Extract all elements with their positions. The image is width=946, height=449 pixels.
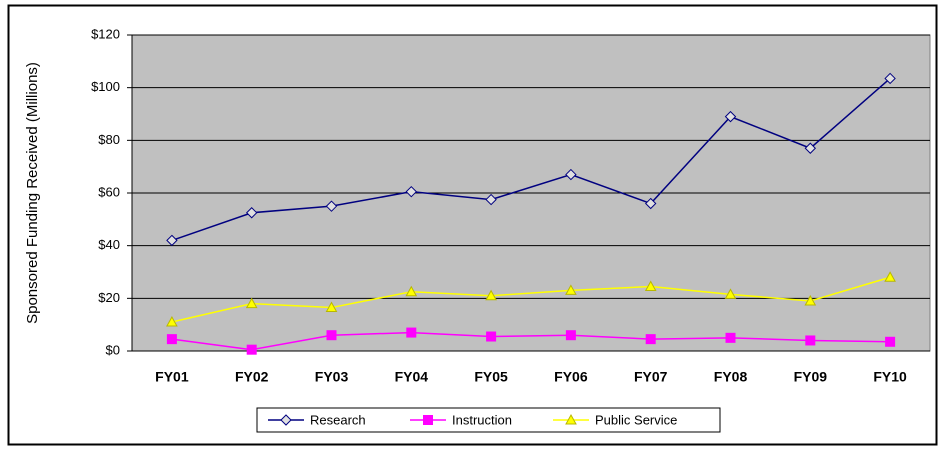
series-line — [171, 276, 891, 323]
y-tick-label: $20 — [98, 290, 120, 305]
marker — [644, 197, 657, 210]
legend-label: Research — [310, 412, 366, 427]
x-tick-label: FY08 — [714, 369, 748, 385]
x-tick-label: FY10 — [873, 369, 907, 385]
legend-label: Instruction — [452, 412, 512, 427]
marker — [166, 334, 177, 345]
marker — [325, 200, 338, 212]
marker — [884, 271, 896, 282]
x-tick-label: FY02 — [235, 369, 269, 385]
marker — [246, 344, 257, 355]
y-tick-label: $80 — [98, 132, 120, 147]
y-tick-label: $0 — [106, 342, 120, 357]
series-line — [171, 77, 891, 242]
marker — [423, 415, 433, 425]
marker — [725, 332, 736, 343]
marker — [405, 185, 418, 198]
marker — [486, 331, 497, 342]
y-tick-label: $120 — [91, 26, 120, 41]
x-tick-label: FY03 — [315, 369, 349, 385]
x-tick-label: FY07 — [634, 369, 668, 385]
y-axis-title: Sponsored Funding Received (Millions) — [24, 62, 41, 324]
marker — [166, 316, 178, 327]
marker — [245, 297, 258, 309]
marker — [884, 72, 896, 85]
marker — [565, 284, 577, 295]
marker — [724, 288, 737, 299]
marker — [485, 193, 497, 206]
marker — [245, 207, 258, 219]
marker — [326, 330, 337, 341]
marker — [724, 110, 737, 123]
x-tick-label: FY09 — [794, 369, 828, 385]
marker — [804, 294, 817, 306]
y-tick-label: $40 — [98, 237, 120, 252]
marker — [565, 413, 577, 425]
series-line — [171, 331, 891, 351]
y-tick-label: $60 — [98, 184, 120, 199]
marker — [644, 280, 657, 291]
marker — [805, 335, 816, 346]
marker — [485, 289, 497, 301]
marker — [804, 142, 817, 154]
marker — [885, 336, 896, 347]
marker — [325, 301, 338, 313]
x-tick-label: FY01 — [155, 369, 189, 385]
legend-label: Public Service — [595, 412, 677, 427]
y-tick-label: $100 — [91, 79, 120, 94]
legend-box — [256, 407, 721, 433]
marker — [565, 168, 577, 181]
marker — [645, 334, 656, 345]
marker — [280, 414, 292, 426]
marker — [565, 330, 576, 341]
x-tick-label: FY05 — [474, 369, 508, 385]
x-tick-label: FY06 — [554, 369, 588, 385]
marker — [405, 285, 418, 297]
marker — [166, 234, 178, 247]
x-tick-label: FY04 — [395, 369, 429, 385]
marker — [406, 327, 417, 338]
